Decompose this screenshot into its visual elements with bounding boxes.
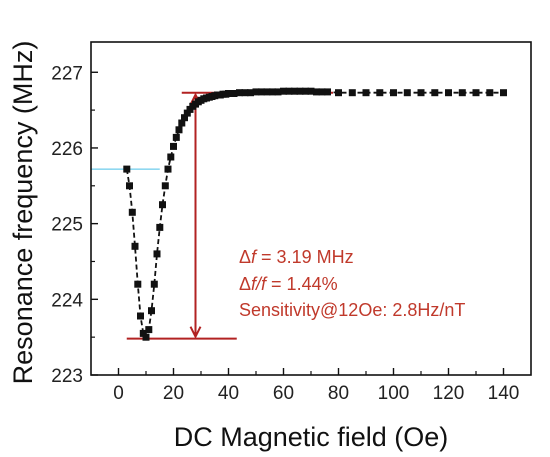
data-point — [156, 223, 164, 231]
annotation-delta-f-ratio-prefix: Δ — [239, 274, 251, 294]
x-tick-label: 100 — [378, 383, 410, 404]
data-point — [324, 88, 331, 96]
data-point — [170, 142, 177, 150]
data-point — [376, 89, 384, 97]
data-point — [236, 89, 243, 97]
data-point — [458, 89, 466, 97]
data-point — [348, 89, 356, 97]
x-tick-label: 0 — [113, 383, 124, 404]
data-point — [137, 312, 144, 320]
data-point — [252, 88, 260, 96]
data-point — [172, 133, 180, 141]
data-point — [431, 89, 439, 97]
data-point — [181, 114, 188, 122]
data-point — [142, 333, 150, 341]
data-point — [500, 89, 507, 97]
data-point — [225, 90, 232, 97]
annotation-block: Δf = 3.19 MHz Δf/f = 1.44% Sensitivity@1… — [239, 247, 465, 320]
data-point — [128, 208, 136, 216]
data-point — [247, 89, 254, 97]
data-point — [230, 90, 238, 97]
data-point — [472, 89, 480, 97]
data-point — [183, 109, 191, 117]
data-point — [486, 89, 494, 97]
y-tick-label: 223 — [51, 366, 83, 387]
data-point — [126, 182, 133, 190]
data-point — [302, 87, 309, 95]
data-point — [291, 87, 298, 95]
data-point — [175, 126, 183, 134]
y-tick-label: 224 — [51, 290, 83, 311]
annotation-delta-f: Δf = 3.19 MHz — [239, 247, 354, 267]
data-point — [164, 165, 172, 173]
annotation-delta-f-ratio-italic: f/f — [251, 274, 268, 294]
data-point — [403, 89, 411, 97]
annotation-delta-f-ratio-text: = 1.44% — [266, 274, 338, 294]
data-point — [159, 201, 166, 209]
data-point — [417, 89, 425, 97]
y-axis-title: Resonance frequency (MHz) — [8, 41, 38, 385]
data-point — [285, 87, 293, 95]
data-series — [123, 87, 507, 341]
data-point — [139, 329, 147, 337]
x-tick-label: 20 — [163, 383, 184, 404]
annotation-delta-f-text: = 3.19 MHz — [256, 247, 354, 267]
data-point — [445, 89, 452, 97]
x-tick-label: 120 — [433, 383, 465, 404]
data-point — [178, 119, 186, 127]
annotation-delta-f-ratio: Δf/f = 1.44% — [239, 274, 338, 294]
data-point — [335, 89, 342, 97]
data-point — [161, 182, 169, 190]
data-point — [274, 88, 282, 96]
x-tick-label: 40 — [218, 383, 239, 404]
data-point — [318, 88, 326, 96]
data-point — [241, 89, 249, 97]
data-point — [296, 87, 304, 95]
data-point — [145, 326, 153, 334]
data-point — [313, 88, 320, 96]
data-point — [258, 88, 265, 96]
data-point — [131, 242, 139, 250]
data-point — [269, 88, 276, 96]
x-tick-label: 80 — [328, 383, 349, 404]
data-point — [148, 307, 155, 315]
data-point — [390, 89, 397, 97]
x-tick-label: 140 — [488, 383, 520, 404]
data-point — [134, 280, 142, 288]
data-point — [150, 280, 158, 288]
x-axis-title: DC Magnetic field (Oe) — [174, 422, 449, 452]
y-tick-label: 225 — [51, 215, 83, 236]
data-point — [153, 250, 161, 258]
data-point — [280, 87, 287, 95]
annotation-sensitivity: Sensitivity@12Oe: 2.8Hz/nT — [239, 300, 465, 320]
annotation-delta-f-italic: f — [251, 247, 258, 267]
data-point — [362, 89, 370, 97]
annotation-sensitivity-text: Sensitivity@12Oe: 2.8Hz/nT — [239, 300, 465, 320]
axes: 0 20 40 60 80 100 120 140 223 224 225 226 227 — [51, 41, 532, 404]
delta-arrow-head-down — [189, 326, 202, 339]
data-point — [307, 87, 315, 95]
x-tick-label: 60 — [273, 383, 294, 404]
annotation-delta-f-prefix: Δ — [239, 247, 251, 267]
data-point — [123, 165, 131, 173]
data-point — [263, 88, 271, 96]
y-tick-label: 227 — [51, 63, 83, 84]
data-point — [167, 153, 175, 161]
y-tick-label: 226 — [51, 139, 83, 160]
